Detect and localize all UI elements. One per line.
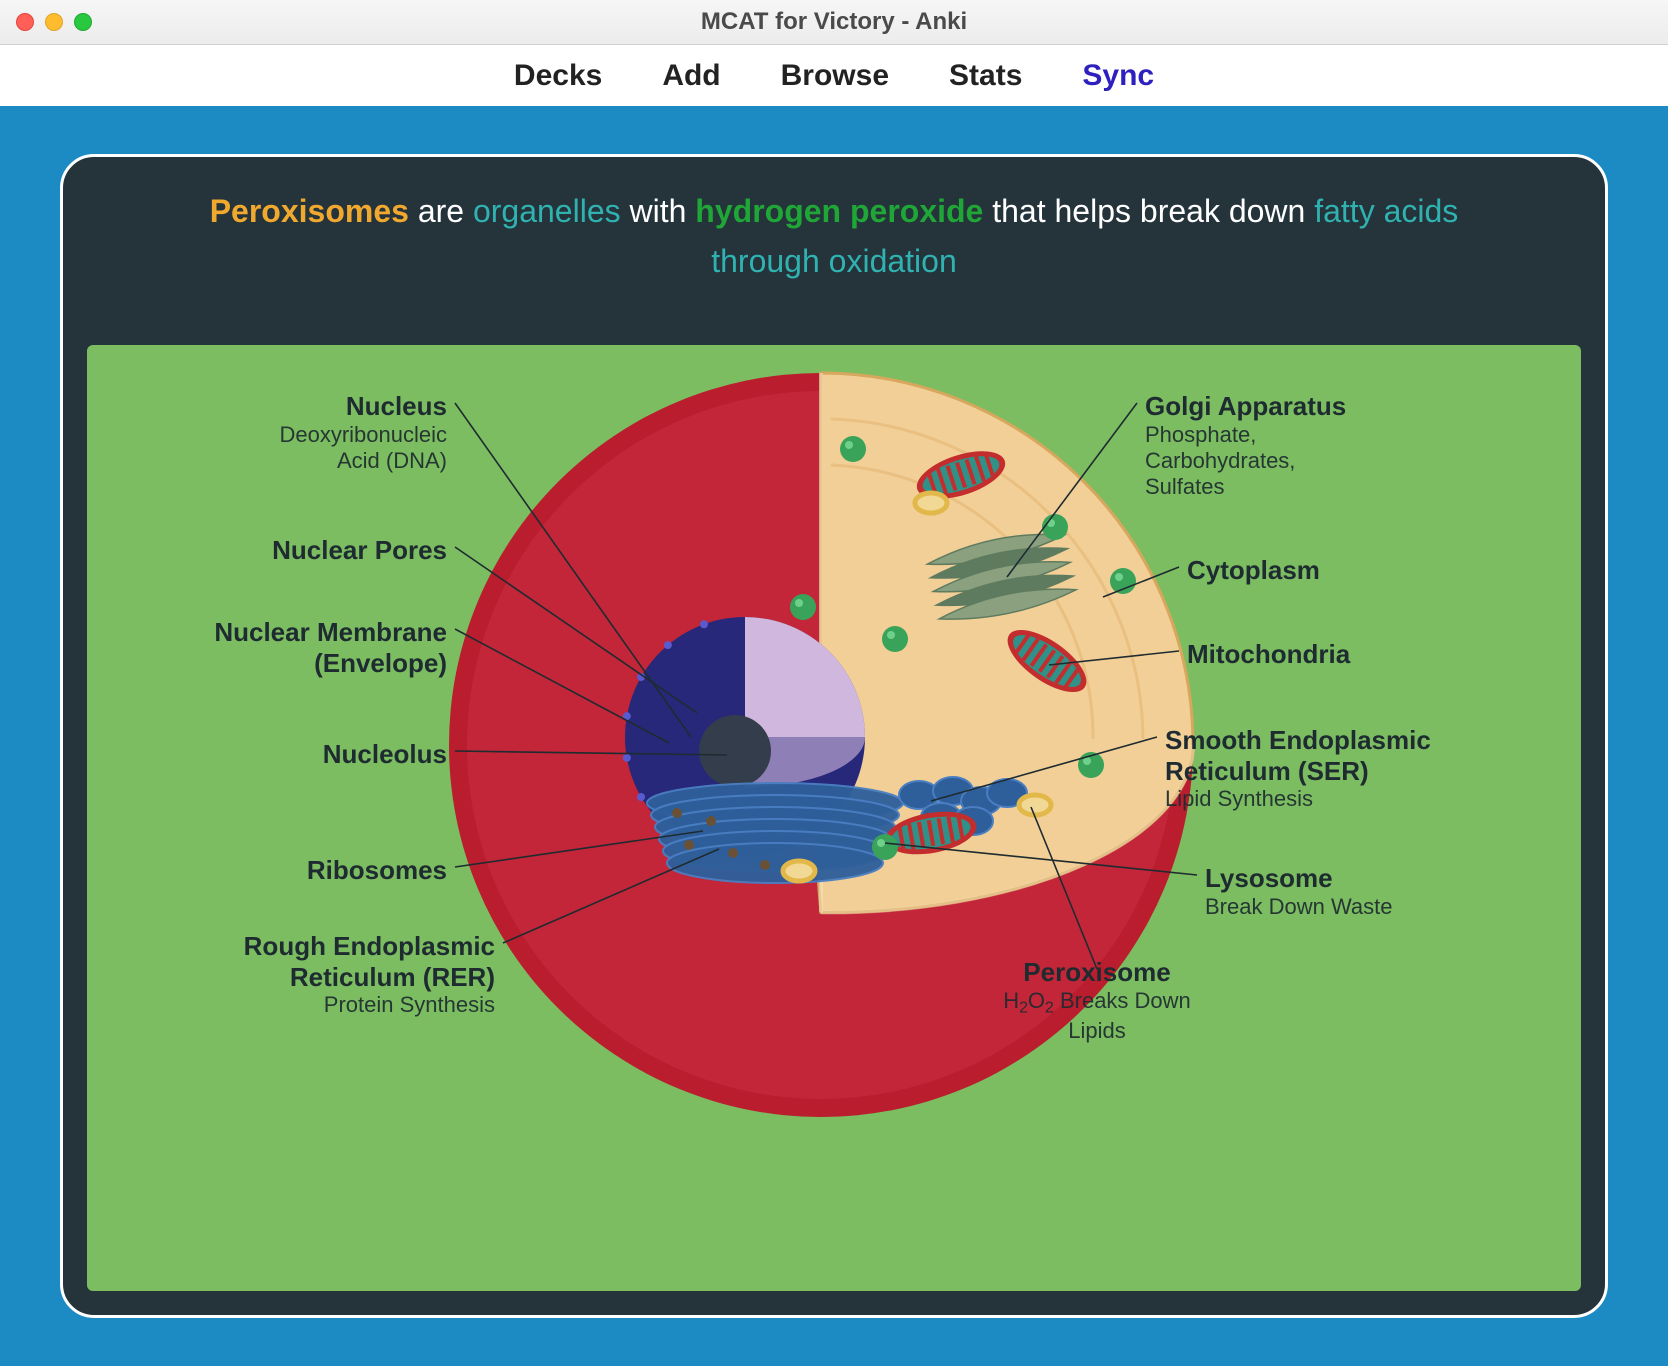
label-cytoplasm: Cytoplasm — [1187, 555, 1320, 586]
traffic-lights — [16, 13, 92, 31]
label-golgi: Golgi ApparatusPhosphate,Carbohydrates,S… — [1145, 391, 1346, 500]
prompt-kw-peroxisomes: Peroxisomes — [210, 193, 409, 229]
label-nucleus: NucleusDeoxyribonucleicAcid (DNA) — [279, 391, 447, 474]
minimize-icon[interactable] — [45, 13, 63, 31]
menubar: Decks Add Browse Stats Sync — [0, 45, 1668, 108]
label-lysosome: LysosomeBreak Down Waste — [1205, 863, 1392, 920]
close-icon[interactable] — [16, 13, 34, 31]
label-ribosomes: Ribosomes — [307, 855, 447, 886]
window-title: MCAT for Victory - Anki — [0, 8, 1668, 36]
titlebar: MCAT for Victory - Anki — [0, 0, 1668, 45]
label-peroxisome: PeroxisomeH2O2 Breaks DownLipids — [977, 957, 1217, 1044]
flashcard: Peroxisomes are organelles with hydrogen… — [60, 154, 1608, 1318]
cell-diagram: NucleusDeoxyribonucleicAcid (DNA) Nuclear… — [87, 345, 1581, 1291]
nav-sync[interactable]: Sync — [1082, 59, 1154, 93]
prompt-kw-organelles: organelles — [473, 193, 621, 229]
label-mitochondria: Mitochondria — [1187, 639, 1350, 670]
label-nuclear_pores: Nuclear Pores — [272, 535, 447, 566]
label-rer: Rough EndoplasmicReticulum (RER)Protein … — [244, 931, 495, 1018]
nav-add[interactable]: Add — [662, 59, 720, 93]
stage: Peroxisomes are organelles with hydrogen… — [0, 106, 1668, 1366]
label-nucleolus: Nucleolus — [323, 739, 447, 770]
prompt-kw-fatty-acids: fatty acids — [1314, 193, 1458, 229]
nav-stats[interactable]: Stats — [949, 59, 1022, 93]
label-nuclear_memb: Nuclear Membrane(Envelope) — [214, 617, 447, 678]
zoom-icon[interactable] — [74, 13, 92, 31]
nav-browse[interactable]: Browse — [781, 59, 889, 93]
prompt-kw-oxidation: through oxidation — [711, 243, 957, 279]
label-ser: Smooth EndoplasmicReticulum (SER)Lipid S… — [1165, 725, 1431, 812]
card-prompt: Peroxisomes are organelles with hydrogen… — [63, 187, 1605, 286]
prompt-kw-h2o2: hydrogen peroxide — [695, 193, 983, 229]
nav-decks[interactable]: Decks — [514, 59, 602, 93]
